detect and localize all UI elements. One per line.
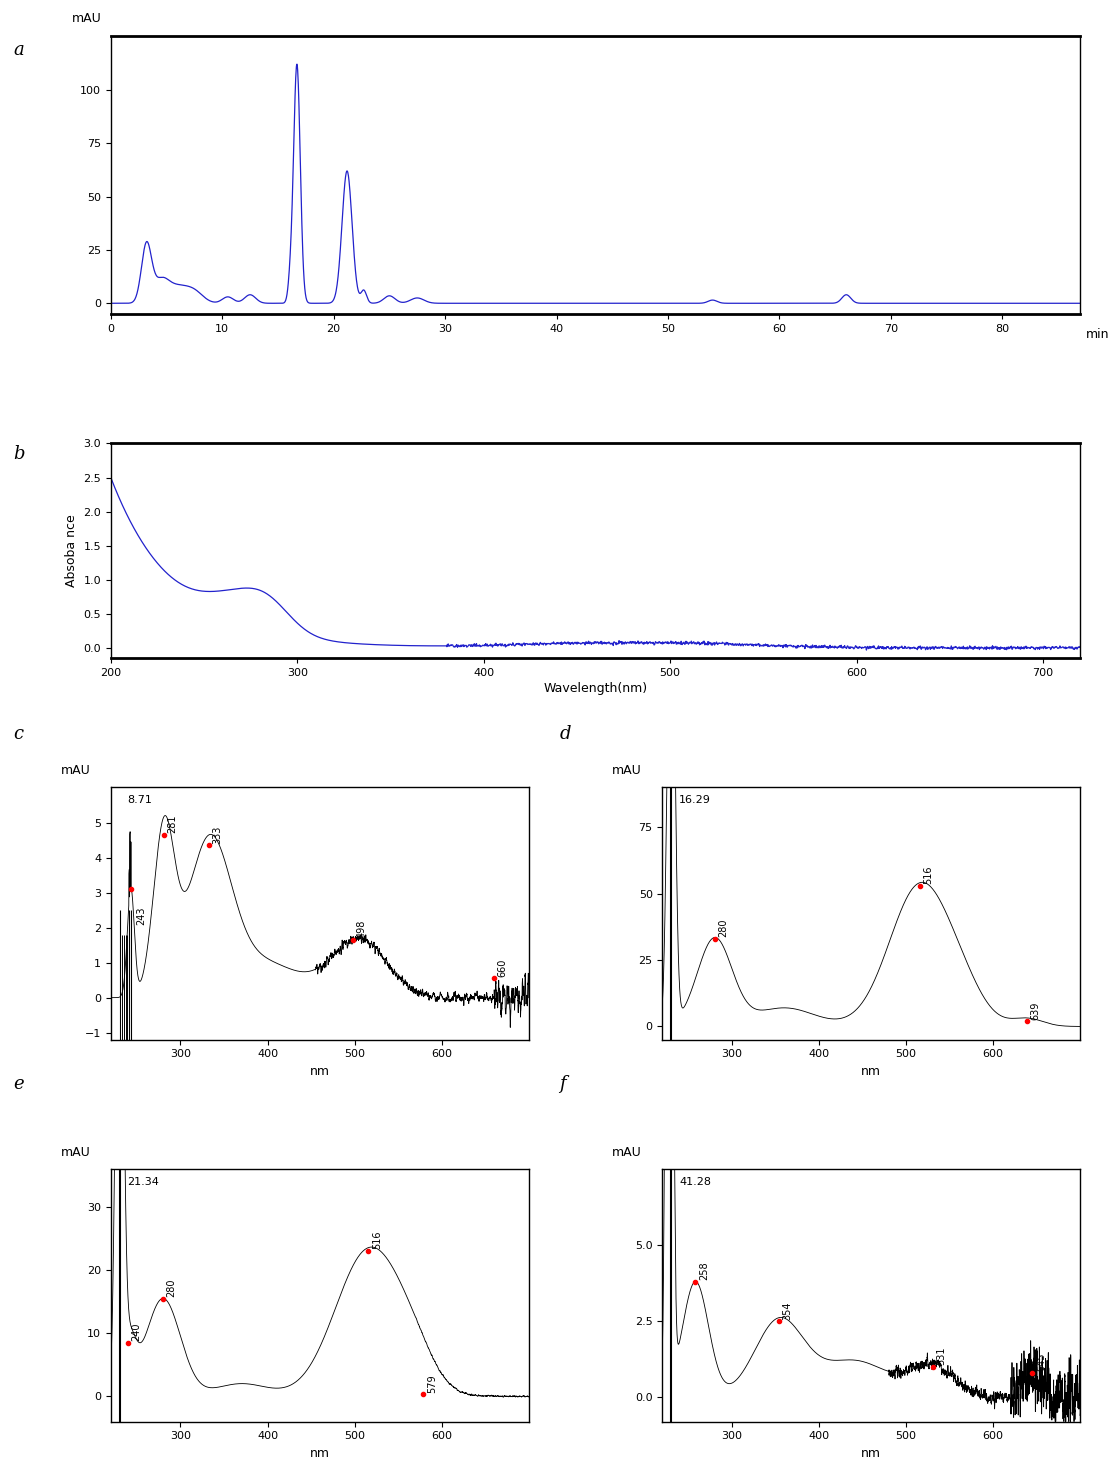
- Text: a: a: [13, 41, 24, 58]
- X-axis label: nm: nm: [310, 1064, 330, 1077]
- Text: 258: 258: [699, 1261, 709, 1280]
- Text: b: b: [13, 445, 24, 462]
- Text: 660: 660: [497, 958, 507, 977]
- Text: 41.28: 41.28: [679, 1177, 711, 1187]
- Text: 639: 639: [1030, 1002, 1040, 1019]
- Text: mAU: mAU: [613, 764, 642, 777]
- Text: 280: 280: [166, 1279, 176, 1296]
- X-axis label: min: min: [1086, 328, 1108, 341]
- Text: 354: 354: [782, 1301, 792, 1319]
- Text: 645: 645: [1036, 1353, 1046, 1372]
- Text: 531: 531: [936, 1347, 946, 1365]
- X-axis label: nm: nm: [310, 1446, 330, 1458]
- Text: 498: 498: [357, 920, 367, 937]
- Text: d: d: [560, 725, 571, 742]
- X-axis label: Wavelength(nm): Wavelength(nm): [544, 682, 647, 695]
- Text: e: e: [13, 1075, 24, 1092]
- X-axis label: nm: nm: [861, 1064, 881, 1077]
- Text: 516: 516: [924, 866, 934, 885]
- Text: mAU: mAU: [613, 1146, 642, 1159]
- Text: 21.34: 21.34: [127, 1177, 160, 1187]
- Text: 579: 579: [427, 1373, 437, 1392]
- Text: 8.71: 8.71: [127, 795, 153, 805]
- Text: 16.29: 16.29: [679, 795, 711, 805]
- Text: 333: 333: [213, 825, 223, 844]
- Text: 280: 280: [718, 919, 728, 937]
- Text: 243: 243: [136, 907, 146, 924]
- Text: 240: 240: [132, 1322, 142, 1341]
- Text: mAU: mAU: [61, 764, 91, 777]
- Text: c: c: [13, 725, 23, 742]
- Text: 516: 516: [372, 1231, 382, 1250]
- Text: f: f: [560, 1075, 566, 1092]
- Y-axis label: Absoba nce: Absoba nce: [64, 515, 78, 588]
- Text: 281: 281: [167, 815, 177, 833]
- Text: mAU: mAU: [61, 1146, 91, 1159]
- X-axis label: nm: nm: [861, 1446, 881, 1458]
- Text: mAU: mAU: [72, 12, 102, 25]
